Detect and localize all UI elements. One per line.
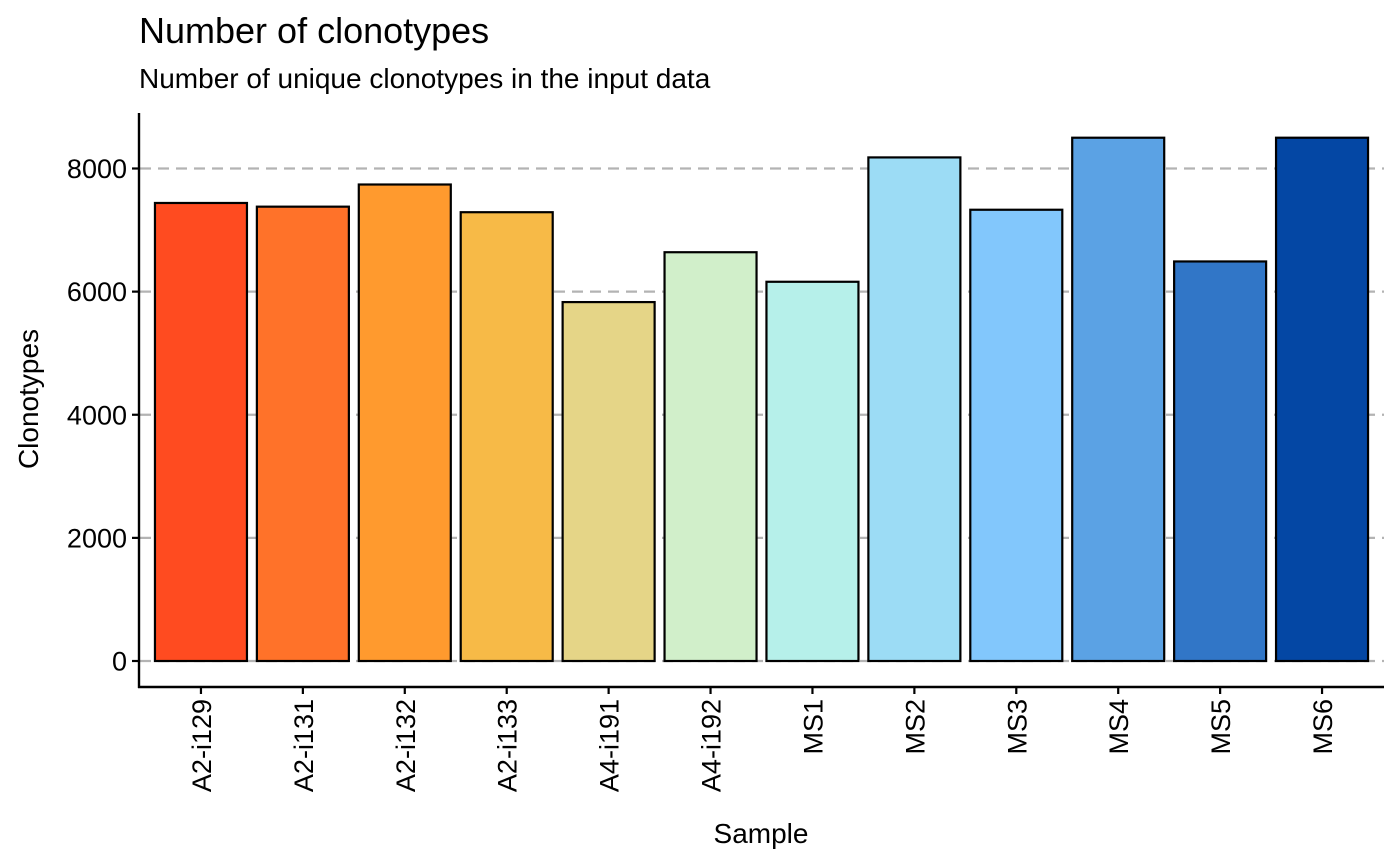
y-axis-ticks: 0 2000 4000 6000 8000 xyxy=(67,154,139,677)
x-tick-label: A2-i131 xyxy=(289,699,319,792)
chart-title: Number of clonotypes xyxy=(139,10,490,51)
x-tick-label: A4-i192 xyxy=(697,699,727,792)
x-tick-label: A2-i129 xyxy=(187,699,217,792)
x-tick-label: MS4 xyxy=(1104,699,1134,755)
bar-ms1 xyxy=(765,280,860,663)
x-tick-label: MS6 xyxy=(1308,699,1338,755)
bar-ms4 xyxy=(1071,136,1166,663)
bar-ms3 xyxy=(969,208,1064,663)
chart-subtitle: Number of unique clonotypes in the input… xyxy=(139,63,711,94)
bar-ms2 xyxy=(867,156,962,663)
bar-a2-i132 xyxy=(357,183,452,663)
bar-a4-i191 xyxy=(561,300,656,663)
bar-a2-i133 xyxy=(459,211,554,663)
axes xyxy=(137,113,1384,689)
x-axis-title: Sample xyxy=(714,818,809,849)
x-tick-label: MS5 xyxy=(1206,699,1236,755)
bars xyxy=(153,136,1370,663)
y-tick-label: 0 xyxy=(112,647,127,677)
y-tick-label: 8000 xyxy=(67,154,127,184)
x-axis-ticks: A2-i129 A2-i131 A2-i132 A2-i133 A4-i191 A4-i1… xyxy=(187,687,1338,792)
x-tick-label: A4-i191 xyxy=(595,699,625,792)
y-tick-label: 6000 xyxy=(67,277,127,307)
bar-a2-i131 xyxy=(255,205,350,663)
y-axis-title: Clonotypes xyxy=(13,329,44,469)
x-tick-label: A2-i133 xyxy=(493,699,523,792)
bar-ms5 xyxy=(1173,260,1268,663)
x-tick-label: MS2 xyxy=(900,699,930,755)
x-tick-label: A2-i132 xyxy=(391,699,421,792)
x-tick-label: MS1 xyxy=(798,699,828,755)
bar-a2-i129 xyxy=(153,201,249,663)
x-tick-label: MS3 xyxy=(1002,699,1032,755)
y-tick-label: 2000 xyxy=(67,523,127,553)
bar-a4-i192 xyxy=(663,251,758,663)
y-tick-label: 4000 xyxy=(67,400,127,430)
bar-ms6 xyxy=(1274,136,1370,663)
